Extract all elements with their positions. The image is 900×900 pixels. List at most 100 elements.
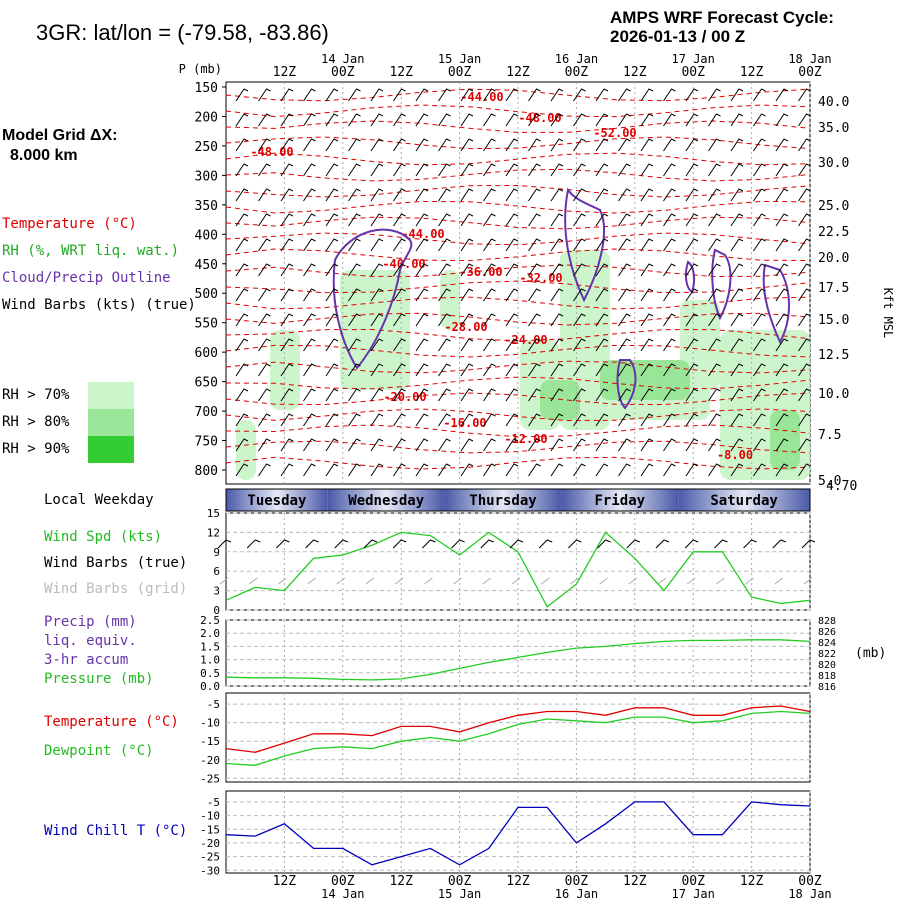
panel-y-tick-label: 1.5 <box>200 640 220 653</box>
wind-barb <box>550 113 564 127</box>
wind-barb <box>798 463 811 477</box>
wind-barb <box>595 238 609 252</box>
height-axis-title: Kft MSL <box>881 288 895 339</box>
wind-barb <box>775 263 789 277</box>
wind-barb <box>235 313 249 327</box>
station-title: 3GR: lat/lon = (-79.58, -83.86) <box>36 20 329 45</box>
date-top-label: 15 Jan <box>438 52 481 66</box>
panel-y-tick-label: 0 <box>213 604 220 617</box>
wind-barb <box>348 288 361 302</box>
wind-barb <box>573 313 586 327</box>
wind-barb <box>730 188 744 202</box>
weekday-name: Wednesday <box>348 493 424 509</box>
windchill-label: Wind Chill T (°C) <box>44 823 188 839</box>
wind-barb <box>483 263 496 277</box>
time-top-label: 12Z <box>389 65 413 80</box>
grid-wind-barb <box>248 577 258 585</box>
wind-barb <box>618 413 631 427</box>
height-tick-label: 35.0 <box>818 121 849 136</box>
wind-barb <box>640 338 654 352</box>
date-bottom-label: 14 Jan <box>321 887 364 900</box>
wind-barb <box>393 288 406 302</box>
rh80-swatch <box>88 409 134 436</box>
temperature-contour <box>225 296 811 310</box>
wind-barb <box>483 113 496 127</box>
temperature-contour-label: -40.00 <box>382 257 425 271</box>
wind-barb <box>640 238 654 252</box>
wind-barb <box>708 188 721 202</box>
wind-barb <box>730 263 744 277</box>
time-bottom-label: 12Z <box>506 874 530 889</box>
panel-y-tick-label: 9 <box>213 546 220 559</box>
wind-barb <box>483 388 496 402</box>
height-tick-label: 4.70 <box>826 479 857 494</box>
wind-barb <box>528 288 541 302</box>
weekday-band <box>678 489 810 511</box>
wind-barb <box>775 288 789 302</box>
wind-barb <box>618 238 631 252</box>
legend-rh: RH (%, WRT liq. wat.) <box>2 243 180 259</box>
wind-barb <box>303 288 316 302</box>
wind-barb <box>235 163 249 177</box>
time-bottom-label: 00Z <box>798 874 822 889</box>
wind-barb <box>753 388 766 402</box>
wind-barb <box>393 213 406 227</box>
wind-barb <box>415 263 429 277</box>
wind-barb <box>685 438 699 452</box>
wind-barb <box>393 188 406 202</box>
time-bottom-label: 12Z <box>389 874 413 889</box>
pressure-tick-label: 800 <box>195 464 218 479</box>
wind-barb <box>595 188 609 202</box>
wind-barb <box>550 438 564 452</box>
wind-barb <box>573 188 586 202</box>
time-top-label: 00Z <box>331 65 355 80</box>
wind-barb <box>595 313 609 327</box>
cloud-outline <box>616 359 637 410</box>
wind-barb <box>370 388 384 402</box>
wind-barb <box>730 88 744 102</box>
wind-barb <box>640 388 654 402</box>
wind-barb <box>573 288 586 302</box>
wind-barb <box>730 238 744 252</box>
wind-barb <box>753 363 766 377</box>
wind-barb <box>303 263 316 277</box>
surface-wind-barb <box>538 539 553 549</box>
wind-barb <box>708 438 721 452</box>
wind-barb <box>438 363 451 377</box>
wind-barb <box>483 438 496 452</box>
wind-barb <box>483 313 496 327</box>
wind-barb <box>235 263 249 277</box>
wind-barb <box>505 363 519 377</box>
wind-barb <box>550 163 564 177</box>
liq-equiv-label: liq. equiv. <box>44 633 137 649</box>
wind-barb <box>730 288 744 302</box>
surface-wind-barb <box>305 539 319 549</box>
wind-barb <box>618 338 631 352</box>
wind-barb <box>618 113 631 127</box>
surface-wind-barb <box>217 539 232 549</box>
wind-barb <box>235 413 249 427</box>
panel-y-tick-label: 1.0 <box>200 654 220 667</box>
grid-wind-barb <box>278 577 287 585</box>
wind-barb <box>370 463 384 477</box>
wind-barb <box>303 313 316 327</box>
wind-barb <box>325 238 339 252</box>
date-bottom-label: 18 Jan <box>788 887 831 900</box>
surface-wind-barb <box>392 539 407 549</box>
grid-wind-barb <box>365 577 375 585</box>
grid-wind-barb <box>307 577 316 585</box>
wind-barb <box>685 388 699 402</box>
rh70-swatch <box>88 382 134 409</box>
wind-barb <box>753 88 766 102</box>
wind-barb <box>483 338 496 352</box>
wind-barb <box>573 138 586 152</box>
time-top-label: 00Z <box>798 65 822 80</box>
panel-y-tick-label: -15 <box>200 735 220 748</box>
wind-barb <box>528 438 541 452</box>
surface-wind-barb <box>801 539 816 549</box>
temperature-contour <box>225 168 811 182</box>
wind-barb <box>595 138 609 152</box>
rh-region <box>680 300 720 390</box>
wind-barb <box>708 88 721 102</box>
